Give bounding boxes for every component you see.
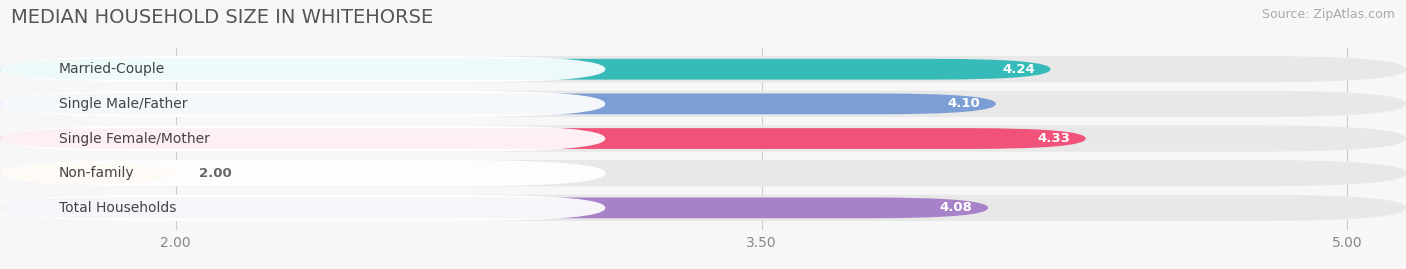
FancyBboxPatch shape [0,94,995,114]
FancyBboxPatch shape [0,125,606,152]
Text: 4.33: 4.33 [1038,132,1070,145]
FancyBboxPatch shape [0,160,606,186]
Text: MEDIAN HOUSEHOLD SIZE IN WHITEHORSE: MEDIAN HOUSEHOLD SIZE IN WHITEHORSE [11,8,433,27]
FancyBboxPatch shape [0,59,1050,80]
Text: Source: ZipAtlas.com: Source: ZipAtlas.com [1261,8,1395,21]
Text: Single Female/Mother: Single Female/Mother [59,132,209,146]
Text: 4.08: 4.08 [939,201,973,214]
FancyBboxPatch shape [0,163,176,183]
Text: Non-family: Non-family [59,166,134,180]
Text: Total Households: Total Households [59,201,176,215]
FancyBboxPatch shape [0,56,1406,82]
FancyBboxPatch shape [0,197,988,218]
Text: 4.24: 4.24 [1002,63,1035,76]
FancyBboxPatch shape [0,195,606,221]
FancyBboxPatch shape [0,91,1406,117]
FancyBboxPatch shape [0,128,1085,149]
Text: 4.10: 4.10 [948,97,980,110]
FancyBboxPatch shape [0,91,606,117]
Text: Married-Couple: Married-Couple [59,62,165,76]
Text: 2.00: 2.00 [200,167,232,180]
Text: Single Male/Father: Single Male/Father [59,97,187,111]
FancyBboxPatch shape [0,125,1406,152]
FancyBboxPatch shape [0,160,1406,186]
FancyBboxPatch shape [0,195,1406,221]
FancyBboxPatch shape [0,56,606,82]
